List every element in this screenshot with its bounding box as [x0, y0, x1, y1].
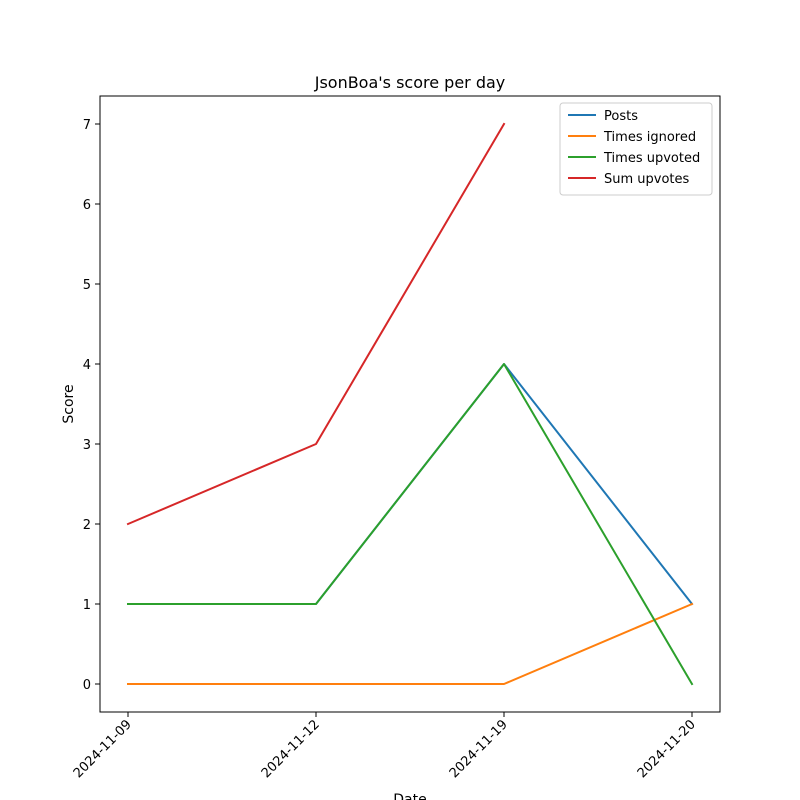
- x-axis: 2024-11-09 2024-11-12 2024-11-19 2024-11-20: [71, 712, 699, 781]
- y-axis: 0 1 2 3 4 5 6 7: [83, 118, 100, 693]
- y-tick-label: 7: [83, 118, 91, 133]
- legend-label: Posts: [604, 109, 638, 124]
- legend-label: Times ignored: [603, 130, 696, 145]
- y-tick-label: 2: [83, 518, 91, 533]
- legend-label: Times upvoted: [603, 151, 700, 166]
- y-tick-label: 0: [83, 678, 91, 693]
- y-tick-label: 1: [83, 598, 91, 613]
- series-line-2: [127, 363, 694, 686]
- y-tick-label: 4: [83, 358, 91, 373]
- y-tick-label: 6: [83, 198, 91, 213]
- y-tick-label: 3: [83, 438, 91, 453]
- series-line-3: [126, 122, 506, 526]
- y-tick-label: 5: [83, 278, 91, 293]
- x-tick-label: 2024-11-19: [447, 717, 511, 781]
- legend: Posts Times ignored Times upvoted Sum upvot…: [559, 102, 713, 196]
- plot-area-frame: [99, 95, 721, 713]
- series-group: [126, 122, 694, 686]
- legend-box: [559, 102, 713, 196]
- y-axis-label: Score: [61, 384, 77, 423]
- x-tick-label: 2024-11-12: [259, 717, 323, 781]
- x-tick-label: 2024-11-20: [635, 717, 699, 781]
- chart-title: JsonBoa's score per day: [314, 73, 506, 92]
- legend-label: Sum upvotes: [604, 172, 690, 187]
- series-line-1: [127, 602, 694, 685]
- x-axis-label: Date: [393, 792, 426, 800]
- x-tick-label: 2024-11-09: [71, 717, 135, 781]
